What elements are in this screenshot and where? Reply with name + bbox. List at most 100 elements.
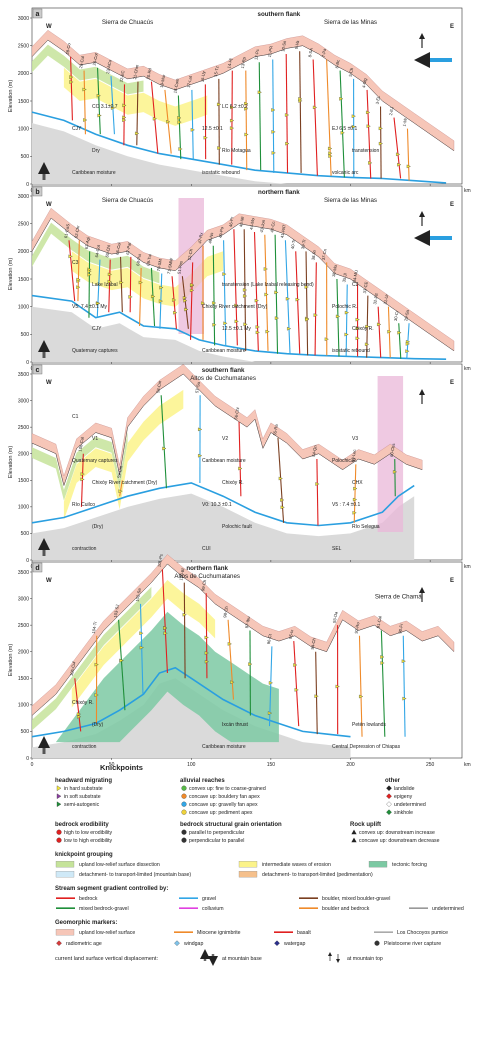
x-axis-unit: km xyxy=(464,366,471,372)
y-axis-label: Elevation (m) xyxy=(8,644,14,677)
panel-d: 105-Cul104-Tr103-SJ102-Sa101-Ps100-Bl99-… xyxy=(8,554,471,768)
legend-item: windgap xyxy=(184,941,203,947)
west-label: W xyxy=(46,24,52,30)
y-tick-label: 500 xyxy=(21,332,30,338)
range-name: Altos de Cuchumatanes xyxy=(174,573,240,580)
legend-symbol xyxy=(182,802,187,807)
panel-letter: a xyxy=(36,11,40,18)
legend-item: concave up: bouldery fan apex xyxy=(189,794,260,800)
legend-symbol xyxy=(57,794,61,799)
legend-block: otherlandslideepigenyundeterminedsinkhol… xyxy=(385,778,426,816)
legend-item: convex up: fine to coarse-grained xyxy=(189,786,266,792)
legend-item: colluvium xyxy=(202,906,224,912)
legend-item: at mountain top xyxy=(347,956,383,962)
legend-symbol xyxy=(274,941,279,946)
y-axis-label: Elevation (m) xyxy=(8,446,14,479)
stream-segment xyxy=(124,84,125,145)
legend-symbol xyxy=(182,794,187,799)
legend-title: bedrock structural grain orientation xyxy=(180,822,282,828)
range-name: Sierra de Chamá xyxy=(375,594,422,601)
legend-symbol xyxy=(182,810,187,815)
panel-annotation: 12.5 ±0.1 My xyxy=(222,326,251,332)
y-tick-label: 2000 xyxy=(18,452,29,458)
y-tick-label: 2500 xyxy=(18,425,29,431)
panel-annotation: CHX xyxy=(352,480,363,486)
legend-item: upland low-relief surface dissection xyxy=(79,862,160,868)
panel-annotation: V5 : 7.4 ±0.1 xyxy=(332,502,361,508)
panel-annotation: Caribbean moisture xyxy=(202,458,246,464)
range-name: Sierra de las Minas xyxy=(324,197,377,204)
legend-item: at mountain base xyxy=(222,956,262,962)
legend-symbol xyxy=(386,802,391,807)
east-label: E xyxy=(450,578,454,584)
flank-title: northern flank xyxy=(258,189,300,196)
y-tick-label: 2500 xyxy=(18,43,29,49)
east-label: E xyxy=(450,24,454,30)
legend-item: upland low-relief surface xyxy=(79,930,135,936)
panel-annotation: CJY xyxy=(72,126,82,132)
legend-symbol xyxy=(56,941,61,946)
west-label: W xyxy=(46,202,52,208)
panel-letter: b xyxy=(35,189,39,196)
legend-block: current land surface vertical displaceme… xyxy=(55,954,383,962)
panel-annotation: C3 xyxy=(72,260,79,266)
stream-segment xyxy=(381,107,382,179)
flank-title: northern flank xyxy=(186,565,228,572)
panel-annotation: Río Motagua xyxy=(222,148,251,154)
legend-swatch xyxy=(56,871,74,877)
panel-annotation: Chixóy River catchment (Dry) xyxy=(92,480,158,486)
panel-annotation: Chixóy R. xyxy=(352,326,374,332)
y-tick-label: 3000 xyxy=(18,194,29,200)
panel-annotation: CUI xyxy=(202,546,211,552)
legend-symbol xyxy=(57,786,61,791)
panel-annotation: Dry xyxy=(92,148,100,154)
legend-item: boulder and bedrock xyxy=(322,906,370,912)
range-name: Sierra de Chuacús xyxy=(102,19,153,26)
y-tick-label: 2500 xyxy=(18,221,29,227)
panel-annotation: V5: 7.4 ±0.1 My xyxy=(72,304,107,310)
y-axis-label: Elevation (m) xyxy=(8,258,14,291)
legend-item: intermediate waves of erosion xyxy=(262,862,331,868)
west-label: W xyxy=(46,380,52,386)
stream-segment xyxy=(130,257,131,312)
panel-letter: c xyxy=(36,367,40,374)
legend-item: mixed bedrock-gravel xyxy=(79,906,129,912)
legend-item: convex up: downstream increase xyxy=(359,830,435,836)
legend-title: Rock uplift xyxy=(350,822,381,828)
legend-title: other xyxy=(385,778,401,784)
stream-segment xyxy=(206,593,207,678)
legend-item: undetermined xyxy=(432,906,464,912)
legend-symbol xyxy=(174,941,179,946)
stream-segment xyxy=(395,459,396,496)
panel-annotation: V3 xyxy=(352,436,358,442)
y-tick-label: 3000 xyxy=(18,398,29,404)
y-axis-label: Elevation (m) xyxy=(8,80,14,113)
y-tick-label: 1500 xyxy=(18,277,29,283)
legend-block: Stream segment gradient controlled by:be… xyxy=(55,886,464,912)
legend-item: bedrock xyxy=(79,896,98,902)
y-tick-label: 500 xyxy=(21,154,30,160)
legend-item: epigeny xyxy=(394,794,413,800)
legend-item: boulder, mixed boulder-gravel xyxy=(322,896,390,902)
legend-symbol xyxy=(182,786,187,791)
panel-annotation: Quaternary captures xyxy=(72,348,118,354)
panel-annotation: volcanic arc xyxy=(332,170,359,176)
legend-item: concave up: downstream decrease xyxy=(359,838,440,844)
panel-annotation: Petén lowlands xyxy=(352,722,386,728)
panel-letter: d xyxy=(35,565,39,572)
panel-annotation: isostatic rebound xyxy=(202,170,240,176)
y-tick-label: 0 xyxy=(26,756,29,762)
legend-item: detachment- to transport-limited (pedime… xyxy=(262,872,373,878)
legend-swatch xyxy=(239,861,257,867)
panel-annotation: isostatic rebound xyxy=(332,348,370,354)
legend-symbol xyxy=(182,830,187,835)
y-tick-label: 3500 xyxy=(18,372,29,378)
panel-annotation: Central Depression of Chiapas xyxy=(332,744,401,750)
legend-item: watergap xyxy=(284,941,305,947)
legend-item: undetermined xyxy=(394,802,426,808)
x-tick-label: 0 xyxy=(31,762,34,768)
